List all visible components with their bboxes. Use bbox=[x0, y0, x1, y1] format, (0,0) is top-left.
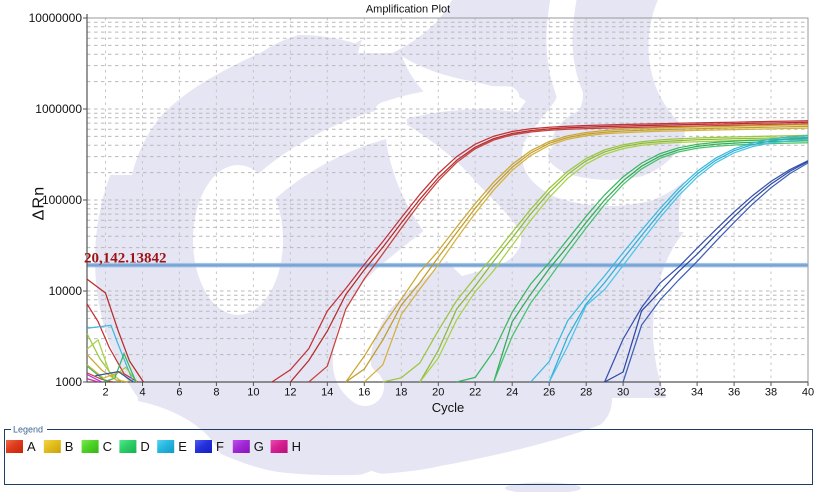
svg-text:1000000: 1000000 bbox=[35, 102, 82, 116]
svg-text:F: F bbox=[216, 439, 224, 454]
svg-text:34: 34 bbox=[691, 387, 703, 399]
svg-text:Amplification Plot: Amplification Plot bbox=[366, 4, 450, 16]
svg-text:4: 4 bbox=[139, 387, 145, 399]
svg-text:100000: 100000 bbox=[42, 193, 82, 207]
svg-text:14: 14 bbox=[321, 387, 333, 399]
svg-text:18: 18 bbox=[395, 387, 407, 399]
svg-text:10: 10 bbox=[247, 387, 259, 399]
svg-text:28: 28 bbox=[580, 387, 592, 399]
svg-text:B: B bbox=[65, 439, 74, 454]
svg-text:ΔRn: ΔRn bbox=[31, 186, 48, 221]
svg-text:6: 6 bbox=[176, 387, 182, 399]
svg-text:E: E bbox=[178, 439, 187, 454]
svg-text:8: 8 bbox=[213, 387, 219, 399]
svg-text:C: C bbox=[103, 439, 112, 454]
svg-text:30: 30 bbox=[617, 387, 629, 399]
svg-text:16: 16 bbox=[358, 387, 370, 399]
svg-text:10000000: 10000000 bbox=[29, 11, 83, 25]
svg-text:A: A bbox=[27, 439, 36, 454]
svg-text:26: 26 bbox=[543, 387, 555, 399]
svg-text:22: 22 bbox=[469, 387, 481, 399]
svg-text:12: 12 bbox=[284, 387, 296, 399]
svg-text:Legend: Legend bbox=[13, 425, 43, 435]
svg-text:Cycle: Cycle bbox=[432, 400, 465, 415]
svg-text:36: 36 bbox=[728, 387, 740, 399]
svg-text:10000: 10000 bbox=[49, 284, 83, 298]
svg-text:D: D bbox=[140, 439, 149, 454]
svg-text:H: H bbox=[292, 439, 301, 454]
svg-text:2: 2 bbox=[102, 387, 108, 399]
svg-text:20,142.13842: 20,142.13842 bbox=[84, 250, 167, 266]
svg-text:40: 40 bbox=[802, 387, 814, 399]
svg-text:32: 32 bbox=[654, 387, 666, 399]
svg-text:1000: 1000 bbox=[55, 375, 82, 389]
svg-text:24: 24 bbox=[506, 387, 518, 399]
svg-text:38: 38 bbox=[765, 387, 777, 399]
svg-text:G: G bbox=[254, 439, 264, 454]
svg-text:20: 20 bbox=[432, 387, 444, 399]
